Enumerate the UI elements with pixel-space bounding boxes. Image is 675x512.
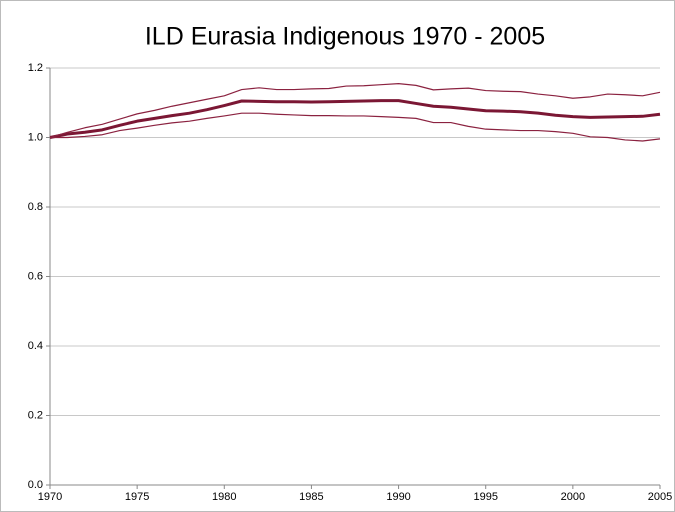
- y-tick-label: 0.8: [28, 201, 43, 213]
- x-tick-label: 1985: [299, 491, 323, 503]
- y-tick-label: 1.0: [28, 131, 43, 143]
- line-series: [49, 99, 661, 139]
- x-tick-label: 1995: [473, 491, 497, 503]
- line-series: [49, 83, 661, 139]
- y-tick-label: 0.4: [28, 340, 43, 352]
- x-tick-label: 1990: [386, 491, 410, 503]
- line-series: [50, 112, 661, 142]
- x-tick-label: 1970: [38, 491, 62, 503]
- x-tick-label: 2005: [648, 491, 672, 503]
- chart-title: ILD Eurasia Indigenous 1970 - 2005: [145, 23, 545, 51]
- x-tick-label: 1980: [212, 491, 236, 503]
- y-tick-label: 0.2: [28, 409, 43, 421]
- y-tick-label: 0.6: [28, 270, 43, 282]
- x-tick-label: 1975: [125, 491, 149, 503]
- x-tick-label: 2000: [561, 491, 585, 503]
- y-tick-label: 1.2: [28, 62, 43, 74]
- y-tick-label: 0.0: [28, 479, 43, 491]
